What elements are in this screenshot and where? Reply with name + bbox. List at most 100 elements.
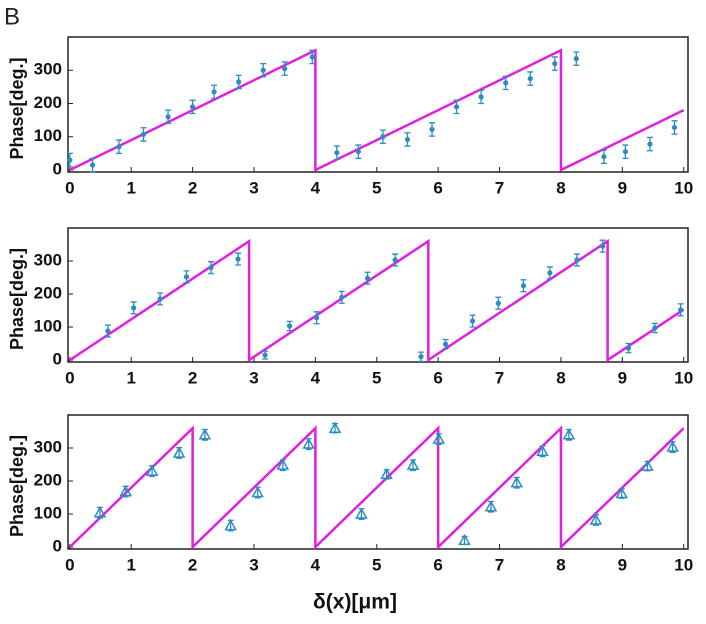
marker: [547, 270, 553, 276]
marker: [432, 432, 446, 444]
data-point: [484, 500, 498, 513]
marker: [67, 157, 73, 163]
data-point: [599, 239, 606, 253]
marker: [145, 464, 159, 476]
marker: [671, 124, 678, 131]
x-tick-label: 3: [249, 178, 258, 197]
marker: [647, 141, 653, 147]
data-point: [145, 464, 159, 478]
data-point: [119, 485, 132, 498]
x-tick-label: 6: [433, 555, 442, 574]
y-axis-label: Phase[deg.]: [7, 248, 27, 350]
data-point: [235, 252, 242, 266]
marker: [615, 487, 628, 499]
data-point: [380, 467, 393, 480]
marker: [442, 341, 449, 347]
model-line: [69, 48, 685, 173]
data-point: [224, 519, 237, 532]
marker: [458, 533, 471, 546]
marker: [589, 513, 603, 525]
x-tick-label: 4: [311, 178, 321, 197]
model-line: [68, 425, 685, 550]
data-point: [379, 129, 386, 145]
x-tick-label: 9: [618, 178, 627, 197]
marker: [334, 150, 340, 156]
x-tick-label: 1: [126, 178, 135, 197]
marker: [641, 459, 654, 471]
marker: [355, 149, 361, 155]
data-point: [622, 144, 629, 160]
marker: [131, 305, 137, 311]
data-point: [666, 440, 679, 453]
data-point: [198, 428, 212, 441]
marker: [287, 323, 293, 329]
data-point: [165, 109, 172, 125]
data-point: [651, 322, 658, 334]
marker: [282, 65, 288, 72]
data-point: [140, 127, 147, 142]
data-point: [589, 513, 603, 526]
marker: [119, 485, 132, 497]
marker: [495, 300, 501, 306]
marker: [478, 94, 484, 100]
data-point: [260, 62, 267, 78]
x-tick-label: 10: [674, 555, 693, 574]
marker: [93, 506, 107, 518]
y-tick-label: 100: [34, 126, 62, 145]
model-line: [69, 238, 685, 363]
x-tick-label: 10: [674, 368, 693, 387]
data-point: [208, 261, 215, 275]
marker: [116, 144, 122, 150]
marker: [190, 104, 196, 110]
data-point: [671, 120, 678, 135]
data-point: [211, 84, 218, 100]
marker: [208, 265, 214, 271]
data-point: [646, 136, 653, 152]
marker: [235, 256, 241, 262]
x-tick-label: 7: [495, 178, 504, 197]
marker: [172, 446, 186, 458]
data-point: [309, 49, 316, 65]
data-point: [536, 444, 549, 458]
data-point: [355, 507, 368, 520]
x-tick-label: 1: [126, 368, 135, 387]
marker: [601, 154, 607, 160]
marker: [503, 80, 509, 86]
data-point: [66, 152, 73, 168]
data-point: [338, 290, 345, 304]
y-tick-label: 100: [34, 503, 62, 522]
marker: [262, 352, 268, 358]
data-point: [115, 139, 122, 155]
data-point: [262, 350, 269, 360]
x-tick-label: 10: [674, 178, 693, 197]
data-point: [478, 89, 485, 105]
x-tick-label: 3: [249, 555, 258, 574]
data-point: [417, 351, 424, 362]
marker: [364, 275, 371, 281]
marker: [552, 61, 558, 67]
data-point: [328, 421, 342, 434]
marker: [536, 444, 549, 457]
data-point: [615, 487, 628, 499]
marker: [183, 274, 190, 280]
data-point: [546, 266, 553, 280]
x-tick-label: 7: [495, 368, 504, 387]
x-tick-label: 5: [372, 368, 381, 387]
marker: [562, 428, 576, 440]
data-point: [333, 145, 340, 161]
x-tick-label: 5: [372, 555, 381, 574]
x-axis-label: δ(x)[μm]: [313, 591, 397, 614]
marker: [666, 440, 679, 452]
marker: [224, 519, 237, 531]
data-point: [520, 279, 527, 293]
data-point: [302, 437, 315, 450]
data-point: [429, 122, 436, 137]
data-point: [286, 320, 293, 332]
data-point: [469, 314, 476, 328]
x-tick-label: 0: [65, 368, 74, 387]
data-point: [251, 486, 264, 499]
marker: [652, 325, 658, 331]
data-point: [183, 270, 190, 284]
x-tick-label: 9: [618, 368, 627, 387]
